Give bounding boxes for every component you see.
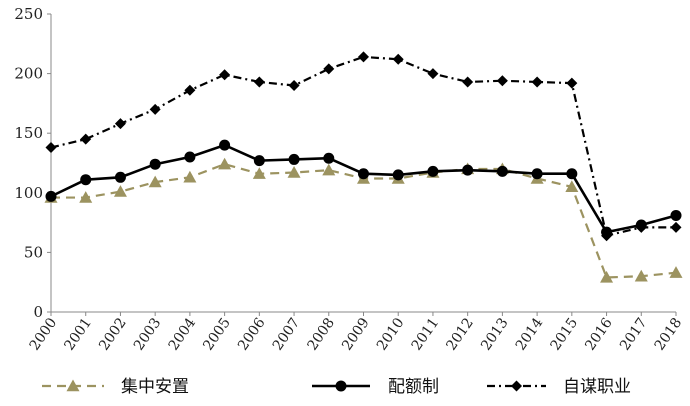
data-point: [80, 174, 92, 186]
y-tick-label: 50: [24, 243, 43, 261]
data-point: [566, 77, 578, 89]
data-point: [288, 80, 300, 92]
legend-marker: [511, 380, 522, 392]
x-tick-label: 2006: [235, 315, 269, 353]
x-tick-label: 2008: [305, 315, 339, 353]
y-tick-label: 250: [14, 5, 43, 23]
data-point: [462, 164, 474, 176]
x-tick-label: 2013: [478, 315, 512, 353]
data-point: [288, 153, 300, 165]
x-tick-label: 2012: [443, 315, 477, 353]
x-tick-label: 2014: [513, 315, 547, 353]
data-point: [219, 139, 231, 151]
data-point: [322, 163, 336, 176]
y-tick-label: 150: [14, 124, 43, 142]
data-point: [635, 221, 647, 233]
y-tick-label: 0: [33, 303, 43, 321]
data-point: [113, 185, 127, 197]
data-point: [184, 151, 196, 163]
legend-label: 自谋职业: [563, 377, 631, 397]
data-point: [323, 63, 335, 75]
data-point: [531, 76, 543, 88]
data-point: [358, 51, 369, 63]
data-point: [531, 168, 543, 180]
data-point: [253, 155, 265, 167]
data-point: [148, 175, 162, 188]
x-tick-label: 2011: [409, 315, 443, 353]
data-point: [392, 53, 404, 65]
x-tick-label: 2018: [652, 315, 686, 353]
data-point: [149, 158, 161, 170]
data-point: [114, 118, 126, 130]
legend-marker: [335, 380, 347, 392]
x-tick-label: 2010: [374, 315, 408, 353]
x-tick-label: 2002: [96, 315, 130, 353]
series-layer: [44, 51, 683, 283]
data-point: [218, 157, 232, 170]
legend: 集中安置 配额制 自谋职业: [42, 377, 631, 397]
data-point: [253, 76, 265, 88]
series-3: [45, 51, 682, 242]
data-point: [45, 190, 57, 202]
data-point: [670, 209, 682, 221]
data-point: [634, 269, 648, 282]
x-tick-label: 2003: [131, 315, 165, 353]
x-tick-label: 2016: [582, 315, 616, 353]
data-point: [183, 170, 197, 183]
data-point: [566, 168, 578, 180]
x-tick-label: 2007: [270, 315, 304, 353]
data-point: [462, 76, 474, 88]
data-point: [184, 84, 196, 96]
data-point: [669, 266, 683, 278]
data-point: [114, 171, 126, 183]
series-2: [45, 139, 682, 238]
data-point: [358, 168, 369, 180]
data-point: [219, 69, 231, 81]
data-point: [80, 133, 92, 145]
series-line: [50, 143, 677, 234]
data-point: [565, 180, 579, 193]
legend-item: 集中安置: [42, 377, 189, 397]
y-tick-label: 100: [14, 184, 43, 202]
data-point: [392, 169, 404, 181]
legend-label: 配额制: [388, 377, 439, 397]
data-point: [427, 165, 439, 177]
data-point: [252, 167, 266, 179]
data-point: [670, 221, 682, 233]
series-line: [50, 55, 676, 238]
legend-item: 配额制: [312, 377, 439, 397]
x-tick-label: 2017: [617, 315, 651, 353]
x-tick-label: 2000: [27, 315, 61, 353]
x-tick-label: 2001: [61, 315, 95, 353]
data-point: [287, 166, 301, 178]
legend-label: 集中安置: [121, 377, 189, 397]
y-tick-label: 200: [14, 65, 43, 83]
data-point: [496, 75, 508, 87]
data-point: [427, 68, 439, 80]
x-tick-label: 2004: [166, 315, 200, 353]
data-point: [79, 191, 93, 203]
data-point: [45, 142, 57, 154]
data-point: [601, 230, 613, 242]
data-point: [323, 152, 335, 164]
data-point: [149, 103, 161, 115]
data-point: [600, 270, 614, 283]
legend-marker: [66, 379, 80, 392]
x-tick-label: 2005: [200, 315, 234, 353]
data-point: [496, 165, 508, 177]
legend-item: 自谋职业: [487, 377, 631, 397]
x-tick-label: 2009: [339, 315, 373, 353]
x-tick-label: 2015: [548, 315, 582, 353]
